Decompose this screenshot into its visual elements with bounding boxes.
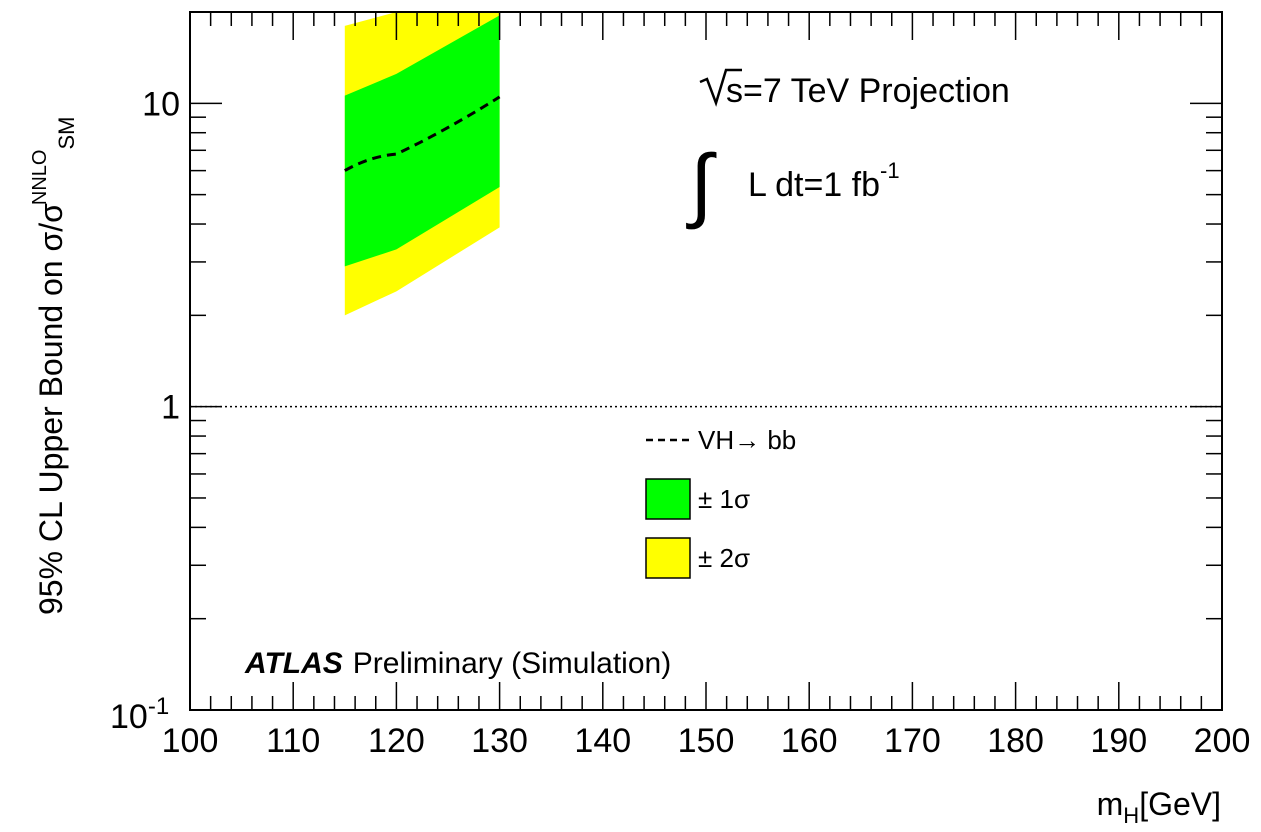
lumi-label: L dt=1 fb <box>748 166 880 204</box>
legend-label-1sigma: ± 1σ <box>698 484 750 514</box>
uncertainty-bands <box>344 12 500 316</box>
legend-label-2sigma: ± 2σ <box>698 543 750 573</box>
x-axis-title: mH[GeV] <box>1097 786 1221 828</box>
x-tick-label: 200 <box>1194 722 1251 760</box>
x-tick-label: 110 <box>266 722 320 760</box>
y-tick-labels: 10 1 10-1 <box>110 85 180 736</box>
y-tick-label: 10-1 <box>110 693 169 736</box>
legend-label-vh-bb: VH→ bb <box>698 425 796 455</box>
legend-swatch-1sigma <box>645 478 691 520</box>
energy-sqrt-s: s <box>726 72 743 110</box>
svg-text:s=7 TeV Projection: s=7 TeV Projection <box>726 72 1010 110</box>
data-lines <box>190 95 1222 408</box>
lumi-exponent: -1 <box>880 158 900 183</box>
sqrt-symbol <box>699 68 742 107</box>
x-tick-label: 100 <box>162 722 219 760</box>
x-tick-label: 150 <box>678 722 735 760</box>
x-tick-label: 170 <box>884 722 941 760</box>
integral-symbol: ∫ <box>686 139 717 230</box>
energy-label: =7 TeV Projection <box>743 72 1010 110</box>
x-tick-label: 180 <box>987 722 1044 760</box>
y-axis-title: 95% CL Upper Bound on σ/σNNLOSM <box>29 117 79 615</box>
y-tick-label: 10 <box>142 85 180 123</box>
energy-annotation: s=7 TeV Projection <box>699 68 1010 110</box>
x-tick-label: 190 <box>1090 722 1147 760</box>
x-tick-label: 130 <box>471 722 528 760</box>
x-tick-label: 120 <box>368 722 425 760</box>
x-tick-label: 160 <box>781 722 838 760</box>
x-tick-labels: 100 110 120 130 140 150 160 170 180 190 200 <box>162 722 1251 760</box>
legend: VH→ bb ± 1σ ± 2σ <box>645 425 796 579</box>
y-tick-label: 1 <box>161 389 180 427</box>
atlas-label: ATLAS Preliminary (Simulation) <box>244 647 671 680</box>
legend-swatch-2sigma <box>645 537 691 579</box>
svg-text:L dt=1 fb-1: L dt=1 fb-1 <box>748 158 900 204</box>
luminosity-annotation: ∫ L dt=1 fb-1 <box>686 139 900 230</box>
x-tick-label: 140 <box>574 722 631 760</box>
plot-frame <box>189 11 1223 711</box>
expected-limit-line <box>344 95 501 172</box>
